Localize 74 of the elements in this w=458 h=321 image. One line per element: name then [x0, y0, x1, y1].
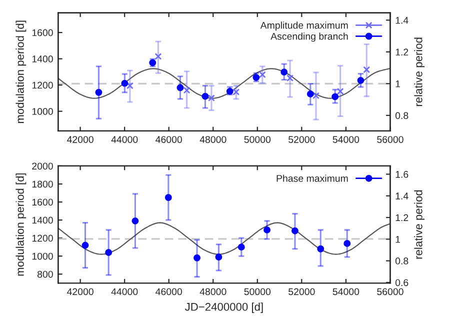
legend-label: Amplitude maximum: [260, 22, 348, 31]
x-tick-label: 50000: [244, 136, 271, 143]
point: [317, 245, 324, 252]
point: [176, 84, 184, 92]
y-tick-label: 1400: [32, 216, 53, 224]
x-tick-label: 56000: [377, 288, 404, 296]
x-tick-label: 46000: [156, 136, 182, 143]
y-tick-label: 1200: [32, 234, 53, 242]
point: [363, 66, 370, 74]
y-tick-label: 1800: [32, 180, 53, 188]
point: [336, 88, 344, 95]
y-axis-title: modulation period [d]: [16, 20, 26, 124]
point: [126, 82, 134, 90]
y2-tick-label: 1.2: [396, 48, 408, 56]
x-tick-label: 44000: [111, 288, 138, 296]
point: [238, 244, 245, 251]
x-tick-label: 54000: [332, 136, 360, 143]
point: [154, 52, 162, 60]
point: [286, 74, 294, 82]
x-tick-label: 46000: [156, 288, 182, 296]
point: [344, 240, 351, 247]
y-axis-title: modulation period [d]: [16, 173, 26, 276]
point: [215, 254, 222, 260]
y2-tick-label: 1.4: [396, 192, 408, 200]
y-tick-label: 1400: [32, 56, 53, 62]
point: [332, 93, 339, 100]
y2-tick-label: 0.8: [395, 258, 408, 264]
y2-tick-label: 0.8: [395, 112, 408, 120]
x-tick-label: 42000: [67, 288, 94, 296]
point: [208, 94, 215, 102]
y2-tick-label: 1: [396, 80, 400, 88]
y-tick-label: 1200: [32, 82, 53, 89]
point: [183, 86, 190, 94]
x-tick-label: 48000: [200, 136, 226, 143]
y2-tick-label: 0.6: [395, 279, 408, 286]
x-tick-label: 42000: [67, 136, 94, 143]
y-tick-label: 1600: [32, 29, 53, 36]
y2-tick-label: 1.4: [396, 16, 408, 24]
x-tick-label: 52000: [288, 136, 315, 143]
point: [264, 226, 270, 234]
y2-tick-label: 1.6: [396, 170, 408, 178]
x-tick-label: 52000: [288, 288, 315, 296]
x-tick-label: 50000: [244, 288, 271, 296]
point: [280, 68, 288, 76]
point: [232, 88, 240, 96]
y-tick-label: 2000: [32, 162, 53, 170]
y-tick-label: 1600: [32, 198, 53, 206]
point: [132, 217, 139, 224]
point: [306, 90, 314, 98]
y-tick-label: 800: [38, 270, 53, 278]
point: [291, 227, 298, 234]
point: [164, 194, 172, 201]
y2-tick-label: 1: [396, 236, 400, 243]
point: [312, 92, 320, 100]
point: [95, 88, 102, 96]
x-tick-label: 54000: [332, 288, 360, 296]
point: [82, 242, 89, 249]
x-tick-label: 56000: [377, 136, 404, 143]
y2-axis-title: relative period: [414, 190, 425, 259]
legend-label: Ascending branch: [270, 32, 348, 42]
x-axis-title: JD−2400000 [d]: [184, 302, 263, 313]
point: [194, 254, 200, 262]
y2-axis-title: relative period: [414, 38, 425, 106]
x-tick-label: 44000: [111, 136, 138, 143]
y2-tick-label: 1.2: [396, 214, 408, 222]
point: [105, 249, 112, 256]
y-tick-label: 1000: [32, 108, 53, 115]
point: [202, 92, 209, 100]
point: [121, 80, 128, 87]
y-tick-label: 1000: [32, 252, 53, 260]
point: [357, 76, 364, 84]
legend-label: Phase maximum: [276, 174, 348, 182]
x-tick-label: 48000: [200, 288, 226, 296]
point: [258, 71, 266, 78]
